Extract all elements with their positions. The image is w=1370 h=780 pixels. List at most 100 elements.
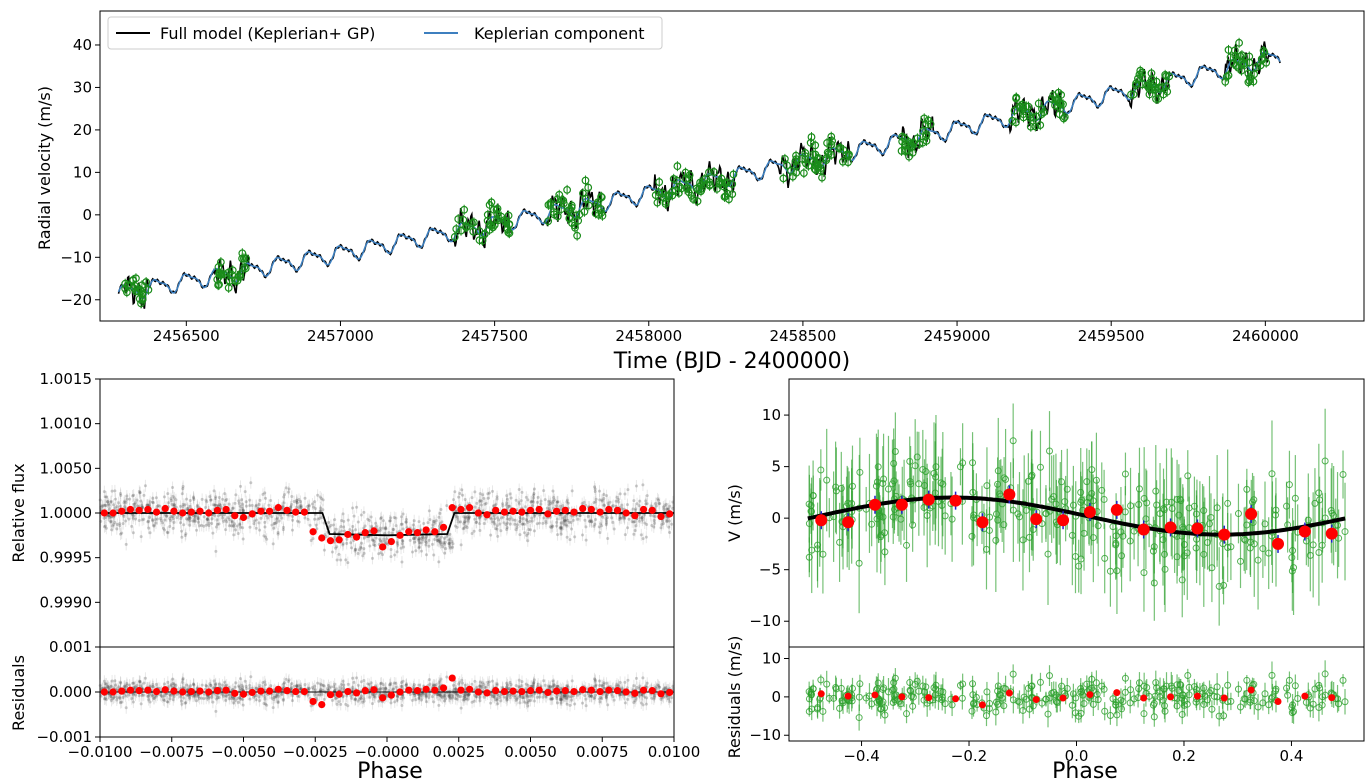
residual-data-point (292, 684, 296, 688)
flux-data-point (366, 517, 370, 521)
flux-data-point (565, 524, 569, 528)
flux-data-point (103, 503, 107, 507)
y-tick-label: 1.0015 (40, 370, 93, 388)
flux-data-point (141, 505, 145, 509)
flux-data-point (460, 488, 464, 492)
flux-data-point (299, 504, 303, 508)
binned-flux-point (109, 509, 117, 517)
flux-data-point (439, 542, 443, 546)
flux-data-point (296, 519, 300, 523)
flux-data-point (231, 506, 235, 510)
flux-data-point (362, 547, 366, 551)
flux-data-point (133, 501, 137, 505)
flux-data-point (263, 491, 267, 495)
flux-data-point (518, 515, 522, 519)
flux-data-point (544, 519, 548, 523)
flux-data-point (617, 518, 621, 522)
flux-data-point (142, 493, 146, 497)
flux-data-point (514, 498, 518, 502)
flux-data-point (450, 540, 454, 544)
flux-data-point (155, 505, 159, 509)
flux-data-point (372, 539, 376, 543)
flux-data-point (323, 533, 327, 537)
flux-data-point (454, 509, 458, 513)
flux-data-point (179, 517, 183, 521)
flux-data-point (128, 497, 132, 501)
flux-data-point (115, 522, 119, 526)
rv-data-point (144, 285, 153, 294)
flux-data-point (388, 519, 392, 523)
residual-data-point (261, 681, 265, 685)
rv-data-point (804, 161, 813, 170)
flux-data-point (200, 523, 204, 527)
flux-data-point (382, 537, 386, 541)
flux-data-point (462, 515, 466, 519)
flux-data-point (565, 498, 569, 502)
flux-data-point (478, 528, 482, 532)
flux-data-point (550, 526, 554, 530)
rv-data-point (483, 210, 492, 219)
residual-data-point (276, 700, 280, 704)
rv-data-point (224, 268, 232, 277)
flux-data-point (412, 519, 416, 523)
flux-data-point (377, 529, 381, 533)
flux-data-point (295, 499, 299, 503)
flux-data-point (602, 503, 606, 507)
flux-data-point (244, 504, 248, 508)
rv-data-point (1016, 102, 1025, 111)
flux-data-point (472, 529, 476, 533)
rv-data-point (546, 199, 555, 207)
flux-data-point (433, 537, 437, 541)
flux-data-point (532, 487, 536, 491)
flux-data-point (447, 542, 451, 546)
flux-data-point (146, 520, 150, 524)
flux-data-point (192, 496, 196, 500)
flux-data-point (434, 519, 438, 523)
rv-data-point (553, 212, 562, 221)
flux-data-point (175, 516, 179, 520)
flux-data-point (536, 495, 540, 499)
flux-data-point (213, 503, 217, 507)
flux-data-point (570, 527, 574, 531)
flux-data-point (606, 501, 610, 505)
flux-data-point (657, 498, 661, 502)
flux-data-point (553, 498, 557, 502)
rv-data-point (655, 178, 664, 186)
flux-data-point (652, 514, 656, 518)
rv-data-point (705, 168, 713, 177)
rv-data-point (137, 299, 145, 308)
flux-data-point (378, 526, 382, 530)
rv-data-point (504, 211, 513, 220)
flux-data-point (195, 528, 199, 532)
flux-data-point (238, 523, 242, 527)
rv-data-point (564, 206, 573, 215)
rv-data-point (459, 215, 468, 224)
flux-data-point (221, 497, 225, 501)
flux-data-point (419, 549, 423, 553)
rv-data-point (1060, 113, 1069, 121)
flux-data-point (100, 505, 104, 509)
rv-data-point (779, 174, 788, 183)
flux-data-point (477, 516, 481, 520)
flux-data-point (604, 513, 608, 517)
flux-data-point (381, 526, 385, 530)
binned-flux-point (518, 508, 526, 516)
rv-data-point (811, 141, 820, 150)
flux-data-point (442, 542, 446, 546)
flux-data-point (652, 525, 656, 529)
flux-data-point (326, 521, 330, 525)
flux-data-point (592, 485, 596, 489)
flux-data-point (483, 502, 487, 506)
flux-data-point (551, 501, 555, 505)
flux-data-point (239, 525, 243, 529)
flux-data-point (151, 519, 155, 523)
flux-data-point (599, 522, 603, 526)
flux-data-point (137, 489, 141, 493)
y-tick-label: 1.0010 (40, 415, 93, 433)
flux-data-point (172, 503, 176, 507)
rv-data-point (553, 195, 562, 204)
flux-data-point (224, 499, 228, 503)
flux-data-point (427, 544, 431, 548)
rv-data-point (493, 204, 502, 213)
flux-data-point (106, 500, 110, 504)
